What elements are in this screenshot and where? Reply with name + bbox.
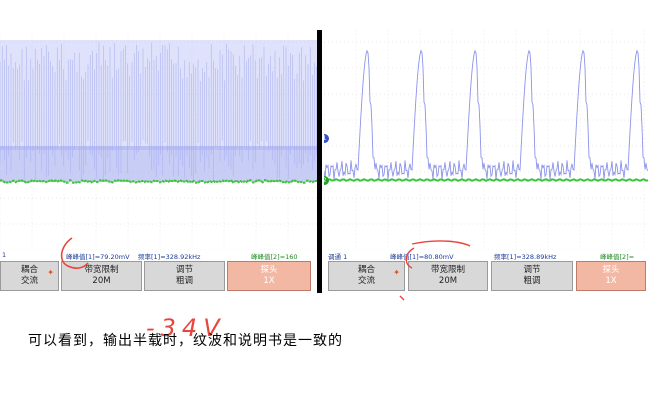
left-adjust-key[interactable]: 调节 粗调: [144, 261, 225, 291]
key-value: 交流: [357, 276, 375, 286]
left-vpp-readout: 峰峰值[1]=79.20mV: [66, 253, 130, 261]
left-coupling-key[interactable]: 耦合 交流 ✦: [0, 261, 59, 291]
right-ch2-trace: [324, 178, 648, 182]
left-freq-readout: 频率[1]=328.92kHz: [138, 253, 201, 261]
key-title: 带宽限制: [84, 265, 119, 275]
left-ch2-trace: [0, 179, 317, 184]
left-scope-panel: 1 峰峰值[1]=79.20mV 频率[1]=328.92kHz 峰峰值[2]=…: [0, 30, 317, 293]
right-waveform-display: [324, 30, 648, 250]
right-probe-key[interactable]: 探头 1X: [576, 261, 646, 291]
right-ch1-trace: [324, 49, 648, 180]
left-probe-key[interactable]: 探头 1X: [227, 261, 311, 291]
key-value: 粗调: [523, 276, 541, 286]
right-vpp-readout: 峰峰值[1]=80.80mV: [390, 253, 454, 261]
left-channel-indicator: 1: [2, 251, 7, 259]
left-status-bar: 1 峰峰值[1]=79.20mV 频率[1]=328.92kHz 峰峰值[2]=…: [0, 250, 317, 261]
arrow-icon: ✦: [47, 268, 54, 277]
ch1-marker: 1: [324, 134, 329, 143]
left-ch1-trace: [0, 42, 317, 180]
right-coupling-key[interactable]: 耦合 交流 ✦: [328, 261, 405, 291]
ch2-marker: 2: [324, 176, 329, 185]
key-title: 调节: [175, 265, 193, 275]
right-ch2-readout: 峰峰值[2]=: [600, 253, 635, 261]
ink-tick: [399, 295, 405, 301]
left-ch2-readout: 峰峰值[2]=160: [251, 253, 298, 261]
key-value: 交流: [20, 276, 38, 286]
left-softkey-bar: 耦合 交流 ✦ 带宽限制 20M 调节 粗调 探头 1X: [0, 261, 317, 293]
right-softkey-bar: 耦合 交流 ✦ 带宽限制 20M 调节 粗调 探头 1X: [324, 261, 648, 293]
right-scope-panel: 1 2 调通 1 峰峰值[1]=80.80mV 频率[1]=328.89kHz …: [324, 30, 648, 293]
right-status-bar: 调通 1 峰峰值[1]=80.80mV 频率[1]=328.89kHz 峰峰值[…: [324, 250, 648, 261]
key-value: 1X: [263, 276, 275, 286]
key-title: 探头: [260, 265, 278, 275]
key-value: 粗调: [175, 276, 193, 286]
key-value: 1X: [605, 276, 617, 286]
right-adjust-key[interactable]: 调节 粗调: [491, 261, 573, 291]
key-title: 调节: [523, 265, 541, 275]
left-waveform-display: [0, 30, 317, 250]
right-channel-indicator: 调通 1: [328, 253, 348, 261]
left-bandwidth-key[interactable]: 带宽限制 20M: [61, 261, 142, 291]
right-bandwidth-key[interactable]: 带宽限制 20M: [408, 261, 488, 291]
key-value: 20M: [438, 276, 458, 286]
key-value: 20M: [92, 276, 111, 286]
caption-text: 可以看到，输出半载时，纹波和说明书是一致的: [28, 333, 343, 349]
key-title: 探头: [602, 265, 620, 275]
right-freq-readout: 频率[1]=328.89kHz: [494, 253, 557, 261]
arrow-icon: ✦: [393, 268, 400, 277]
key-title: 耦合: [357, 265, 375, 275]
screenshot-divider: [317, 30, 322, 293]
key-title: 耦合: [20, 265, 38, 275]
left-ch1-lower-band: [0, 146, 317, 182]
key-title: 带宽限制: [430, 265, 465, 275]
